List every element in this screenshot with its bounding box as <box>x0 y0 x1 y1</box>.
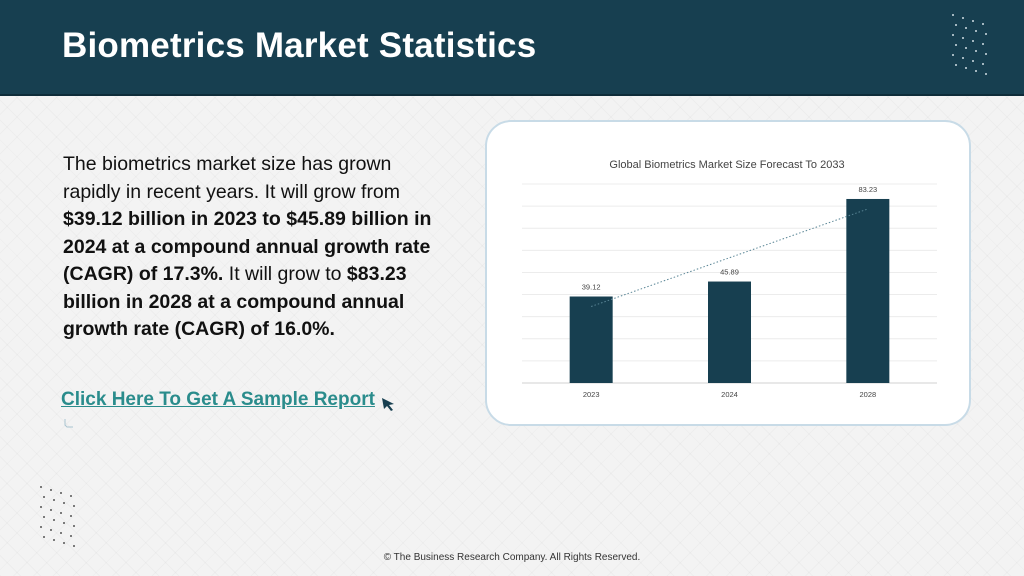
tick-label-2023: 2023 <box>583 390 600 399</box>
data-label-2023: 39.12 <box>582 283 601 292</box>
chart-title: Global Biometrics Market Size Forecast T… <box>609 159 844 171</box>
summary-text-1: The biometrics market size has grown rap… <box>63 153 401 203</box>
bar-2023 <box>569 296 613 383</box>
data-label-2024: 45.89 <box>720 268 739 277</box>
tick-label-2028: 2028 <box>859 390 876 399</box>
pointer-hand-icon <box>64 419 73 428</box>
page-title: Biometrics Market Statistics <box>62 26 537 65</box>
summary-text-3: It will grow to <box>223 263 347 285</box>
data-label-2028: 83.23 <box>858 185 877 194</box>
bar-chart: Global Biometrics Market Size Forecast T… <box>522 159 937 399</box>
cursor-arrow-icon <box>382 398 394 411</box>
tick-label-2024: 2024 <box>721 390 738 399</box>
bar-2024 <box>708 281 751 383</box>
header-bar: Biometrics Market Statistics <box>0 0 1024 96</box>
summary-text-2: $39.12 billion in 2023 to $45.89 billion… <box>63 208 432 285</box>
sample-report-link[interactable]: Click Here To Get A Sample Report <box>61 389 375 410</box>
chart-card: Global Biometrics Market Size Forecast T… <box>485 120 971 426</box>
summary-text-4: $83.23 billion in 2028 at a compound ann… <box>63 263 407 340</box>
market-summary-paragraph: The biometrics market size has grown rap… <box>63 151 433 344</box>
copyright-footer: © The Business Research Company. All Rig… <box>383 552 641 563</box>
decorative-dot-pattern-corner <box>40 486 84 552</box>
bar-2028 <box>846 198 890 383</box>
decorative-dot-pattern-header <box>952 14 996 80</box>
